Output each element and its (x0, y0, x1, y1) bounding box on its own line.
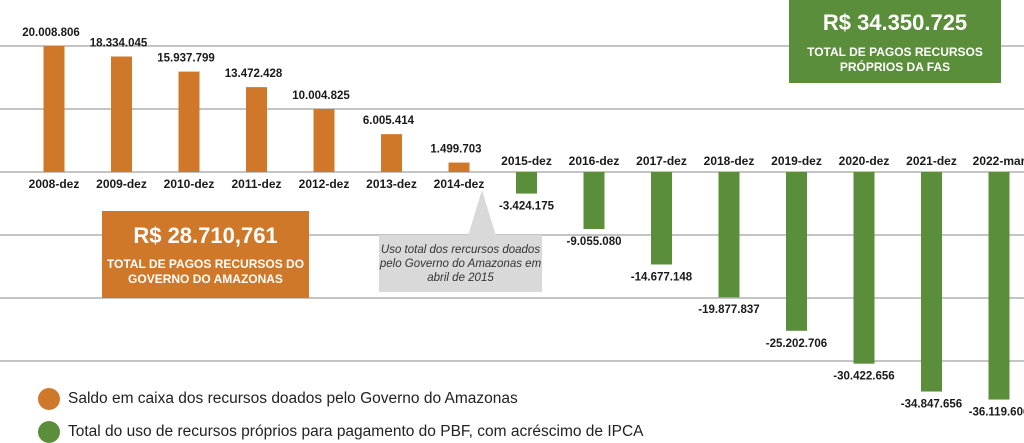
bar-2017-dez (651, 172, 672, 265)
value-label-2018-dez: -19.877.837 (698, 304, 759, 316)
governo-total-value: R$ 28.710,761 (133, 223, 278, 248)
category-label-2008-dez: 2008-dez (29, 177, 80, 191)
category-label-2015-dez: 2015-dez (501, 154, 552, 168)
bar-2020-dez (853, 172, 875, 364)
legend-label-saldo: Saldo em caixa dos recursos doados pelo … (68, 390, 518, 407)
value-label-2011-dez: 13.472.428 (225, 68, 283, 80)
bar-2021-dez (921, 172, 942, 392)
bar-2008-dez (43, 45, 65, 173)
category-label-2018-dez: 2018-dez (704, 154, 755, 168)
category-label-2017-dez: 2017-dez (636, 154, 687, 168)
category-label-2016-dez: 2016-dez (569, 154, 620, 168)
value-label-2019-dez: -25.202.706 (766, 338, 827, 350)
callout-text: Uso total dos rercursos doados pelo Gove… (379, 243, 542, 284)
value-label-2022-mar: -36.119.606 (969, 407, 1024, 419)
value-label-2016-dez: -9.055.080 (567, 236, 622, 248)
category-label-2011-dez: 2011-dez (231, 177, 281, 191)
category-label-2012-dez: 2012-dez (299, 177, 350, 191)
value-label-2009-dez: 18.334.045 (90, 37, 148, 49)
category-label-2014-dez: 2014-dez (434, 177, 485, 191)
value-label-2017-dez: -14.677.148 (631, 271, 693, 283)
category-label-2009-dez: 2009-dez (96, 177, 147, 191)
bar-2009-dez (111, 56, 132, 173)
bar-2019-dez (786, 172, 807, 331)
category-label-2013-dez: 2013-dez (366, 177, 417, 191)
value-label-2012-dez: 10.004.825 (292, 90, 350, 102)
value-label-2010-dez: 15.937.799 (157, 53, 215, 65)
legend-item-saldo: Saldo em caixa dos recursos doados pelo … (38, 388, 518, 410)
value-label-2020-dez: -30.422.656 (833, 371, 894, 383)
governo-total-label: TOTAL DE PAGOS RECURSOS DO GOVERNO DO AM… (106, 257, 305, 286)
category-labels: 2008-dez 2009-dez 2010-dez 2011-dez 2012-dez… (29, 154, 1024, 191)
bar-2010-dez (178, 71, 200, 172)
callout-note: Uso total dos rercursos doados pelo Gove… (379, 235, 542, 292)
bar-2011-dez (246, 87, 267, 172)
value-label-2014-dez: 1.499.703 (430, 144, 481, 156)
legend-label-recursos-proprios: Total do uso de recursos próprios para p… (68, 423, 644, 440)
legend-swatch-green (38, 421, 60, 443)
value-label-2008-dez: 20.008.806 (22, 27, 80, 39)
fas-total-box: R$ 34.350.725 TOTAL DE PAGOS RECURSOS PR… (789, 0, 1001, 83)
bars (43, 45, 1010, 400)
category-label-2010-dez: 2010-dez (164, 177, 215, 191)
bar-2013-dez (381, 134, 402, 172)
callout-arrow (468, 190, 496, 236)
legend-item-recursos-proprios: Total do uso de recursos próprios para p… (38, 421, 644, 443)
governo-total-box: R$ 28.710,761 TOTAL DE PAGOS RECURSOS DO… (102, 211, 309, 298)
category-label-2019-dez: 2019-dez (771, 154, 822, 168)
category-label-2020-dez: 2020-dez (839, 154, 890, 168)
value-label-2015-dez: -3.424.175 (499, 201, 555, 213)
bar-2015-dez (516, 172, 537, 194)
bar-2014-dez (448, 162, 470, 172)
bar-2022-mar (988, 172, 1010, 400)
bar-2012-dez (313, 108, 335, 172)
category-label-2021-dez: 2021-dez (906, 154, 957, 168)
fas-total-value: R$ 34.350.725 (822, 10, 968, 35)
value-labels: 20.008.806 18.334.045 15.937.799 13.472.428… (22, 27, 1024, 419)
fas-total-label: TOTAL DE PAGOS RECURSOS PRÓPRIOS DA FAS (807, 45, 983, 74)
value-label-2013-dez: 6.005.414 (363, 115, 415, 127)
bar-2016-dez (583, 172, 605, 230)
bar-2018-dez (718, 172, 740, 298)
value-label-2021-dez: -34.847.656 (901, 399, 962, 411)
category-label-2022-mar: 2022-mar (973, 154, 1024, 168)
legend-swatch-orange (38, 388, 60, 410)
